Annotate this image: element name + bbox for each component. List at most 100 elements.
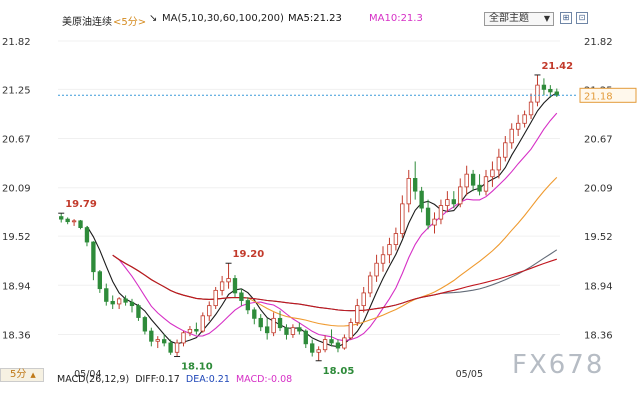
candle-body <box>425 207 431 226</box>
annotation-label: 19.79 <box>65 199 97 210</box>
candle-body <box>200 315 205 332</box>
current-price-label: 21.18 <box>584 91 613 102</box>
candle-body <box>277 317 283 329</box>
candle-body <box>239 292 244 301</box>
interval-label[interactable]: <5分> <box>113 17 147 28</box>
candle-body <box>380 254 386 264</box>
annotation-label: 19.20 <box>233 249 265 260</box>
candle-body <box>297 327 302 332</box>
ma5-value: MA5:21.23 <box>288 13 342 24</box>
candle-body <box>129 301 135 307</box>
candle-body <box>470 173 476 186</box>
y-tick-label: 18.94 <box>584 281 613 292</box>
candle-body <box>181 332 186 344</box>
x-tick-label: 05/04 <box>74 369 101 380</box>
current-price-badge <box>579 87 637 103</box>
candle-body <box>303 330 308 345</box>
macd-value: MACD:-0.08 <box>235 374 293 385</box>
candle-body <box>168 342 173 353</box>
macd-diff: DIFF:0.17 <box>135 374 180 385</box>
candle-body <box>84 227 90 243</box>
candle-body <box>142 317 148 332</box>
candle-body <box>162 339 167 344</box>
candle-body <box>496 156 502 171</box>
candle-body <box>245 300 251 311</box>
annotation-label: 21.42 <box>541 61 573 72</box>
candle-body <box>187 328 193 334</box>
candle-body <box>155 339 160 342</box>
candle-body <box>548 88 553 93</box>
candle-body <box>361 292 366 307</box>
y-tick-label: 19.52 <box>2 232 31 243</box>
y-tick-label: 20.09 <box>584 184 613 195</box>
interval-tab-label: 5分 <box>10 369 27 380</box>
candle-body <box>419 190 424 209</box>
candle-body <box>258 317 263 328</box>
candle-body <box>515 122 521 130</box>
candle-body <box>104 288 109 302</box>
watermark-logo: FX678 <box>512 350 605 380</box>
ma-lines <box>86 92 558 348</box>
candle-body <box>136 305 141 318</box>
candle-body <box>78 220 83 229</box>
y-tick-label: 20.09 <box>2 184 31 195</box>
candle-body <box>290 327 296 335</box>
candle-body <box>329 339 334 344</box>
grid-icon[interactable]: ⊞ <box>560 12 572 24</box>
candle-body <box>490 169 495 178</box>
candle-body <box>535 84 540 103</box>
candle-body <box>91 241 96 273</box>
candle-body <box>355 305 360 323</box>
candle-body <box>284 327 289 335</box>
candles: 21.18 <box>58 74 637 361</box>
candle-body <box>342 337 347 349</box>
y-axis-left: 21.82 21.25 20.67 20.09 19.52 18.94 18.36 <box>2 37 31 341</box>
candle-body <box>194 328 199 332</box>
ma-settings-label: MA(5,10,30,60,100,200) <box>162 13 284 24</box>
interval-tab[interactable]: 5分 ▲ <box>0 368 44 382</box>
candle-body <box>348 322 354 339</box>
candle-body <box>322 339 328 351</box>
caret-up-icon: ▲ <box>30 371 36 379</box>
candle-body <box>116 298 122 305</box>
candle-body <box>207 305 212 317</box>
candle-body <box>554 91 559 96</box>
x-tick-label: 05/05 <box>456 369 483 380</box>
candle-body <box>71 220 77 223</box>
candle-body <box>503 142 508 158</box>
candle-body <box>413 178 418 192</box>
candle-body <box>65 218 70 223</box>
chart-toolbar: 美原油连续 <5分> ↘ MA(5,10,30,60,100,200) MA5:… <box>0 0 640 28</box>
subject-dropdown-label: 全部主题 <box>489 13 529 24</box>
candle-body <box>367 275 373 294</box>
candle-body <box>406 178 411 205</box>
candle-body <box>226 278 231 283</box>
chevron-down-icon: ▼ <box>543 14 550 23</box>
macd-dea: DEA:0.21 <box>185 374 230 385</box>
y-tick-label: 19.52 <box>584 232 613 243</box>
ma-settings-icon[interactable]: ↘ <box>149 13 158 24</box>
candle-body <box>528 101 534 116</box>
annotation-label: 18.10 <box>181 362 213 373</box>
ma10-line <box>112 112 558 342</box>
ma10-value: MA10:21.3 <box>369 13 423 24</box>
candle-body <box>387 244 392 256</box>
macd-readout: MACD(26,12,9) DIFF:0.17 DEA:0.21 MACD:-0… <box>57 374 292 385</box>
candle-body <box>110 300 115 305</box>
candle-body <box>310 343 315 353</box>
candle-body <box>393 233 399 245</box>
candle-body <box>458 186 463 205</box>
y-tick-label: 21.82 <box>2 37 31 48</box>
candle-body <box>374 262 379 277</box>
candle-body <box>335 342 341 349</box>
fullscreen-icon[interactable]: ⊡ <box>576 12 588 24</box>
candle-body <box>149 330 154 342</box>
candle-body <box>477 184 482 192</box>
ma60-line <box>112 249 558 312</box>
subject-dropdown[interactable]: 全部主题 ▼ <box>484 12 554 26</box>
candle-body <box>432 218 437 226</box>
candle-body <box>213 289 218 307</box>
candle-body <box>400 203 405 234</box>
